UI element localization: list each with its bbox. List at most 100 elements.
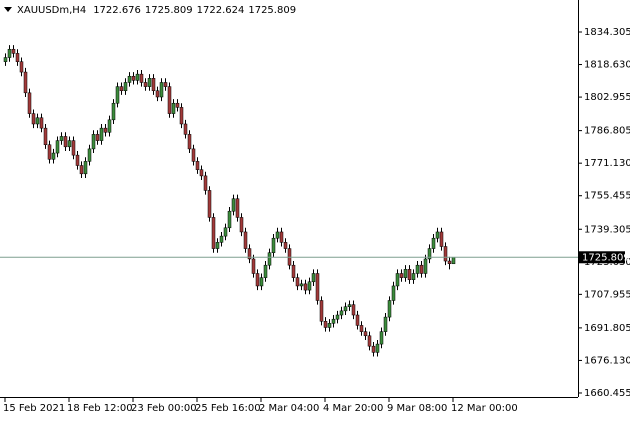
candle-body [447,260,452,264]
candle-body [431,237,436,249]
candle-body [43,127,48,146]
y-tick-label: 1771.130 [584,158,630,169]
candle-body [299,283,304,287]
candle-body [267,252,272,266]
info-low: 1722.624 [197,5,245,16]
price-tag [579,251,625,264]
candle-body [31,113,36,125]
candle-body [35,117,40,125]
x-tick-label: 18 Feb 12:00 [67,403,133,414]
candle-body [7,48,12,58]
candle-body [359,325,364,332]
candle-body [119,86,124,92]
y-tick-label: 1755.455 [584,191,630,202]
candle-body [171,102,176,114]
candle-body [275,231,280,239]
info-high: 1725.809 [145,5,193,16]
symbol: XAUUSDm,H4 [17,5,86,16]
candle-body [207,190,212,218]
candle-body [255,273,260,287]
y-tick-label: 1707.955 [584,289,630,300]
candle-body [223,227,228,237]
candle-body [339,310,344,316]
candle-body [391,285,396,301]
candle-body [87,148,92,162]
candle-body [15,53,20,62]
candle-body [435,231,440,239]
candle-body [135,73,140,81]
candle-body [415,264,420,274]
candle-body [279,231,284,243]
candle-body [227,210,232,229]
candle-body [127,75,132,83]
candle-body [175,102,180,108]
candle-body [407,269,412,280]
candle-body [11,48,16,54]
candle-body [327,323,332,328]
candle-body [307,281,312,291]
candle-body [199,169,204,177]
candle-body [323,321,328,328]
y-tick-label: 1676.130 [584,355,630,366]
candle-body [163,82,168,87]
candle-body [243,231,248,249]
candle-body [115,86,120,104]
y-tick-label: 1786.805 [584,126,630,137]
candle-body [295,277,300,287]
y-tick-label: 1739.305 [584,224,630,235]
candle-body [411,273,416,280]
candle-body [111,102,116,121]
candle-body [247,248,252,260]
candle-body [151,78,156,92]
candle-body [195,161,200,170]
info-open: 1722.676 [93,5,141,16]
candle-body [303,283,308,291]
x-tick-label: 2 Mar 04:00 [259,403,319,414]
candle-body [371,345,376,353]
candle-body [375,343,380,353]
candle-body [347,304,352,307]
candle-body [67,140,72,148]
candle-body [211,217,216,249]
y-tick-label: 1691.805 [584,323,630,334]
candle-body [291,264,296,278]
candle-body [191,148,196,162]
menu-arrow[interactable] [4,7,12,12]
y-tick-label: 1802.955 [584,92,630,103]
info-close: 1725.809 [248,5,296,16]
candle-body [71,140,76,156]
candle-body [19,61,24,73]
candle-body [179,107,184,125]
candle-body [231,198,236,212]
candle-body [355,314,360,326]
candle-body [103,127,108,133]
candle-body [383,316,388,332]
x-tick-label: 15 Feb 2021 [3,403,65,414]
candle-body [23,71,28,94]
candle-body [399,273,404,278]
candle-body [251,258,256,274]
candle-body [259,277,264,287]
candle-body [351,304,356,316]
candle-body [167,86,172,114]
candle-body [319,300,324,322]
candle-body [335,314,340,320]
candle-body [387,300,392,318]
candle-body [215,242,220,249]
candle-body [315,273,320,301]
price-tag-label: 1725.809 [582,252,630,263]
candle-body [3,57,8,62]
symbol-info: XAUUSDm,H4 1722.676 1725.809 1722.624 1725.8… [17,5,296,16]
candle-body [263,264,268,278]
y-tick-label: 1660.455 [584,388,630,399]
candle-body [343,306,348,312]
candle-body [403,269,408,278]
candle-body [219,235,224,243]
x-tick-label: 4 Mar 20:00 [323,403,383,414]
candle-body [427,248,432,260]
candle-body [155,90,160,98]
candle-body [59,136,64,141]
candle-body [75,154,80,166]
